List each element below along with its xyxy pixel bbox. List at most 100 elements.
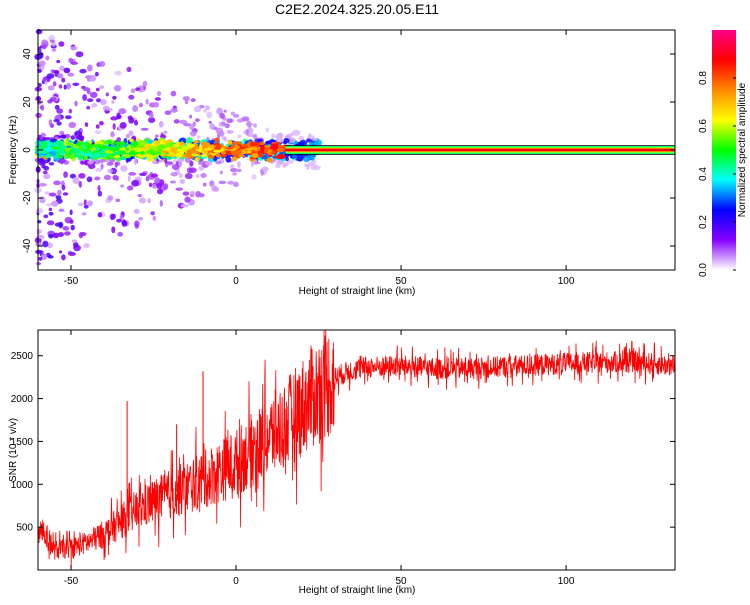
heatmap-cell xyxy=(134,119,139,126)
heatmap-cell xyxy=(64,231,71,236)
heatmap-cell xyxy=(83,156,89,161)
heatmap-cell xyxy=(173,119,180,124)
heatmap-cell xyxy=(58,208,65,213)
heatmap-cell xyxy=(182,96,190,101)
heatmap-cell xyxy=(229,167,238,173)
heatmap-cell xyxy=(130,141,138,147)
heatmap-cell xyxy=(69,173,77,179)
heatmap-y-tick-label: 0 xyxy=(22,147,33,153)
heatmap-cell xyxy=(43,165,50,171)
heatmap-cell xyxy=(219,112,225,119)
heatmap-cell xyxy=(138,102,143,108)
heatmap-cell xyxy=(213,142,221,147)
colorbar-tick-label: 0.6 xyxy=(698,119,709,133)
heatmap-cell xyxy=(49,96,57,102)
heatmap-cell xyxy=(218,180,227,185)
heatmap-cell xyxy=(152,183,157,189)
heatmap-cell xyxy=(200,172,207,178)
heatmap-cell xyxy=(259,141,265,145)
heatmap-cell xyxy=(38,235,45,240)
heatmap-cell xyxy=(292,129,301,136)
heatmap-cell xyxy=(87,200,93,207)
heatmap-cell xyxy=(59,130,65,136)
heatmap-cell xyxy=(149,111,154,119)
heatmap-cell xyxy=(42,78,47,82)
heatmap-cell xyxy=(251,152,259,159)
heatmap-cell xyxy=(46,220,55,226)
heatmap-cell xyxy=(82,94,87,101)
heatmap-cell xyxy=(232,141,242,145)
heatmap-cell xyxy=(59,65,65,72)
heatmap-cell xyxy=(120,165,128,172)
heatmap-cell xyxy=(215,160,222,165)
heatmap-cell xyxy=(126,66,132,73)
heatmap-cell xyxy=(45,55,50,61)
heatmap-cell xyxy=(132,105,139,112)
heatmap-cell xyxy=(126,185,134,191)
heatmap-cell xyxy=(48,233,54,239)
heatmap-cell xyxy=(107,195,114,201)
heatmap-cell xyxy=(51,200,59,207)
heatmap-cell xyxy=(209,144,215,149)
heatmap-cell xyxy=(139,172,147,177)
heatmap-cell xyxy=(98,145,108,150)
heatmap-cell xyxy=(61,254,66,261)
heatmap-cell xyxy=(271,133,276,139)
heatmap-cell xyxy=(83,242,90,249)
heatmap-cell xyxy=(219,170,223,175)
heatmap-cell xyxy=(53,232,60,239)
heatmap-cell xyxy=(297,155,304,159)
heatmap-cell xyxy=(226,118,233,124)
heatmap-panel: -50 0 50 100 -40 -20 0 20 40 Height of straight… xyxy=(8,28,676,297)
heatmap-cell xyxy=(41,137,48,141)
heatmap-cell xyxy=(190,190,195,195)
heatmap-cell xyxy=(106,107,113,111)
heatmap-cell xyxy=(110,116,119,121)
heatmap-cell xyxy=(66,142,74,146)
heatmap-cell xyxy=(68,108,73,114)
heatmap-cell xyxy=(170,90,177,97)
heatmap-cell xyxy=(64,115,72,120)
heatmap-cell xyxy=(38,145,46,150)
heatmap-cell xyxy=(72,242,79,248)
heatmap-cell xyxy=(56,73,64,79)
heatmap-cell xyxy=(48,119,53,126)
heatmap-cell xyxy=(232,172,237,176)
heatmap-cell xyxy=(46,153,51,157)
heatmap-cell xyxy=(86,176,93,183)
heatmap-cell xyxy=(110,167,117,175)
heatmap-cell xyxy=(164,157,168,164)
snr-y-tick-label: 2000 xyxy=(11,394,34,405)
heatmap-cell xyxy=(192,150,199,154)
heatmap-cell xyxy=(38,182,47,187)
heatmap-cell xyxy=(179,179,185,184)
heatmap-cell xyxy=(184,172,193,180)
heatmap-cell xyxy=(225,156,232,163)
heatmap-cell xyxy=(179,148,185,155)
heatmap-cell xyxy=(202,142,211,148)
heatmap-cell xyxy=(206,111,213,119)
heatmap-cell xyxy=(42,141,48,147)
heatmap-cell xyxy=(83,204,89,209)
heatmap-y-axis-label: Frequency (Hz) xyxy=(8,116,19,185)
heatmap-cell xyxy=(236,168,242,173)
heatmap-cell xyxy=(133,157,137,165)
heatmap-cell xyxy=(157,144,167,150)
heatmap-cell xyxy=(162,150,169,154)
heatmap-cell xyxy=(175,161,179,167)
heatmap-cell xyxy=(38,256,43,261)
snr-panel: -50 0 50 100 500 1000 1500 2000 2500 Height of … xyxy=(8,329,676,596)
heatmap-cell xyxy=(82,87,91,92)
heatmap-cell xyxy=(63,84,67,90)
heatmap-cell xyxy=(134,223,140,229)
heatmap-cell xyxy=(72,82,80,87)
heatmap-cell xyxy=(97,190,103,197)
heatmap-cell xyxy=(98,120,104,126)
heatmap-cell xyxy=(71,239,78,243)
colorbar-tick-label: 0.8 xyxy=(698,71,709,85)
heatmap-cell xyxy=(97,184,101,192)
heatmap-cell xyxy=(119,122,127,129)
heatmap-cell xyxy=(214,137,220,143)
heatmap-cell xyxy=(149,158,155,162)
heatmap-cell xyxy=(110,131,115,138)
